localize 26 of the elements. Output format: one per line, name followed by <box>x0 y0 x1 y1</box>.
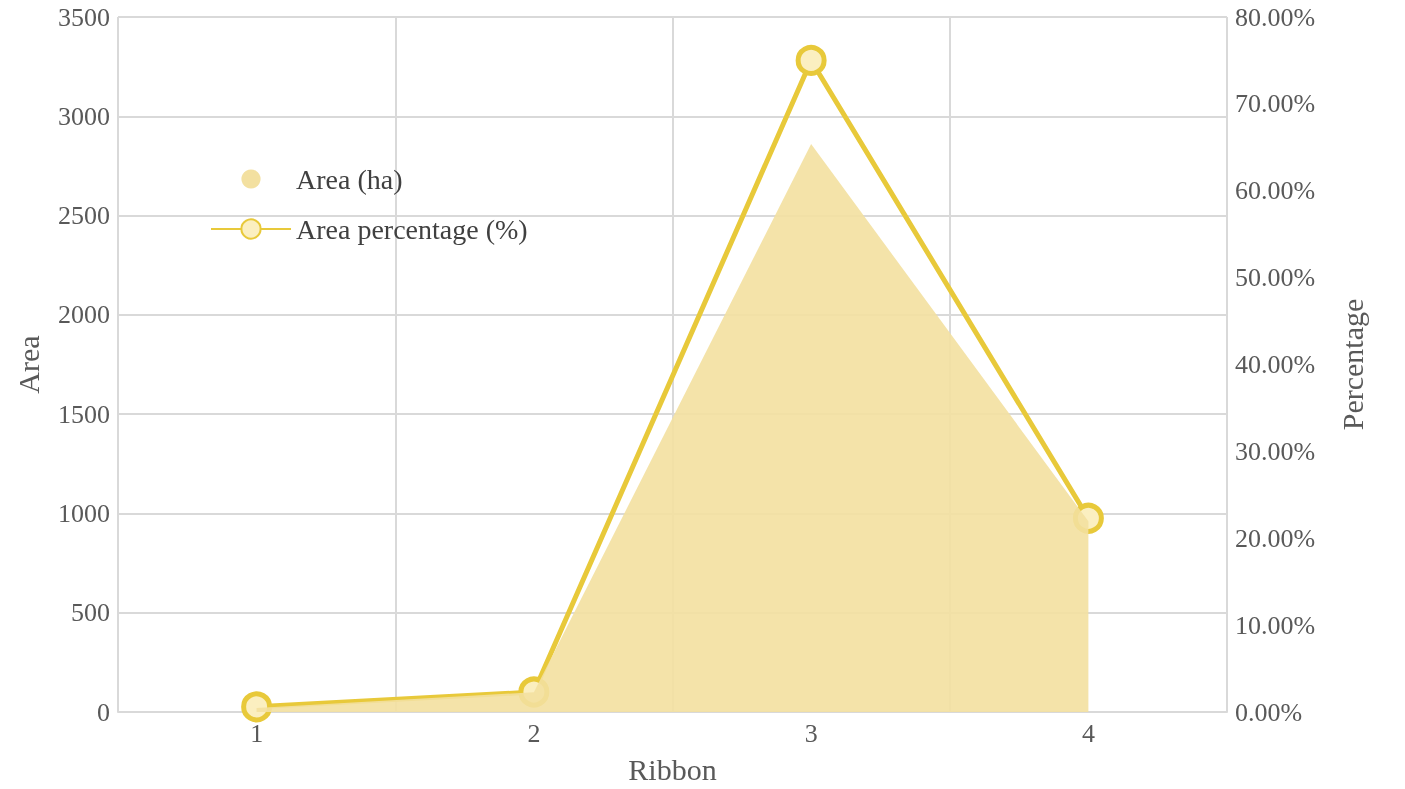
x-tick-label: 2 <box>527 718 541 748</box>
y-tick-label: 500 <box>71 598 110 628</box>
y2-tick-label: 70.00% <box>1235 89 1316 119</box>
legend-label: Area (ha) <box>296 163 403 195</box>
y-tick-label: 3000 <box>58 101 110 131</box>
x-tick-label: 1 <box>250 718 264 748</box>
y-tick-label: 1500 <box>58 399 110 429</box>
y-tick-label: 2000 <box>58 300 110 330</box>
y-tick-label: 3500 <box>58 2 110 32</box>
y-axis-title: Area <box>11 335 45 394</box>
y2-tick-label: 60.00% <box>1235 176 1316 206</box>
y2-tick-label: 20.00% <box>1235 523 1316 553</box>
x-tick-label: 4 <box>1081 718 1095 748</box>
y2-tick-label: 50.00% <box>1235 263 1316 293</box>
y2-tick-label: 30.00% <box>1235 436 1316 466</box>
y-tick-label: 0 <box>97 697 110 727</box>
y2-tick-label: 40.00% <box>1235 350 1316 379</box>
x-axis-title: Ribbon <box>628 752 717 786</box>
x-tick-label: 3 <box>804 718 818 748</box>
y2-tick-label: 80.00% <box>1235 2 1316 32</box>
y-tick-label: 1000 <box>58 498 110 528</box>
y2-tick-label: 10.00% <box>1235 610 1316 640</box>
legend-label: Area percentage (%) <box>296 213 528 245</box>
y2-axis-title: Percentage <box>1335 298 1369 431</box>
y-tick-label: 2500 <box>58 201 110 231</box>
y2-tick-label: 0.00% <box>1235 697 1303 727</box>
